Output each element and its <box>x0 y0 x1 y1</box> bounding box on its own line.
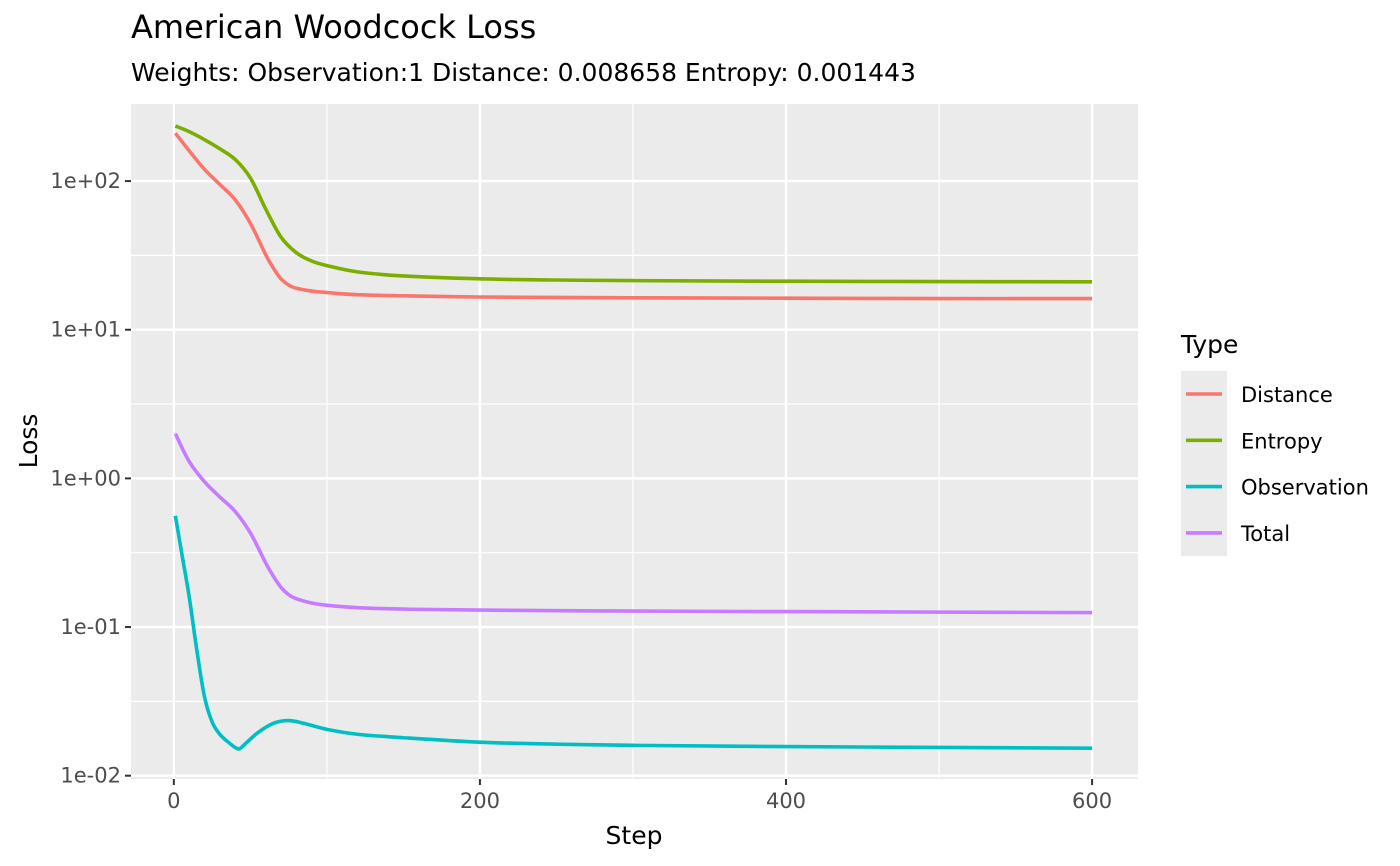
legend-label-distance: Distance <box>1241 383 1333 407</box>
series-line-entropy <box>174 124 1093 284</box>
legend-label-entropy: Entropy <box>1241 429 1323 453</box>
series-line-observation <box>173 515 1093 751</box>
series-layer <box>173 124 1093 751</box>
x-tick-label: 200 <box>460 789 500 813</box>
legend-title: Type <box>1180 330 1238 359</box>
y-axis-title: Loss <box>14 414 43 469</box>
y-tick-label: 1e+00 <box>50 466 121 490</box>
x-tick-label: 0 <box>167 789 180 813</box>
y-tick-label: 1e-01 <box>60 615 121 639</box>
chart-title: American Woodcock Loss <box>131 8 537 46</box>
x-tick-label: 600 <box>1072 789 1112 813</box>
x-axis-title: Step <box>606 821 663 850</box>
y-tick-label: 1e-02 <box>60 764 121 788</box>
legend-label-observation: Observation <box>1241 476 1369 500</box>
series-line-total <box>173 432 1093 615</box>
y-tick-label: 1e+02 <box>50 169 121 193</box>
tick-layer: 0 200 400 600 1e-02 1e-01 1e+00 1e+01 1e+02 <box>50 169 1112 813</box>
grid-layer <box>131 104 1138 779</box>
legend-key-background <box>1181 371 1227 556</box>
plot-panel <box>131 104 1138 779</box>
y-tick-label: 1e+01 <box>50 318 121 342</box>
x-tick-label: 400 <box>766 789 806 813</box>
legend-label-total: Total <box>1240 522 1290 546</box>
chart-subtitle: Weights: Observation:1 Distance: 0.00865… <box>131 58 916 87</box>
legend: Type Distance Entropy Observation Total <box>1180 330 1369 556</box>
series-line-distance <box>173 132 1093 301</box>
